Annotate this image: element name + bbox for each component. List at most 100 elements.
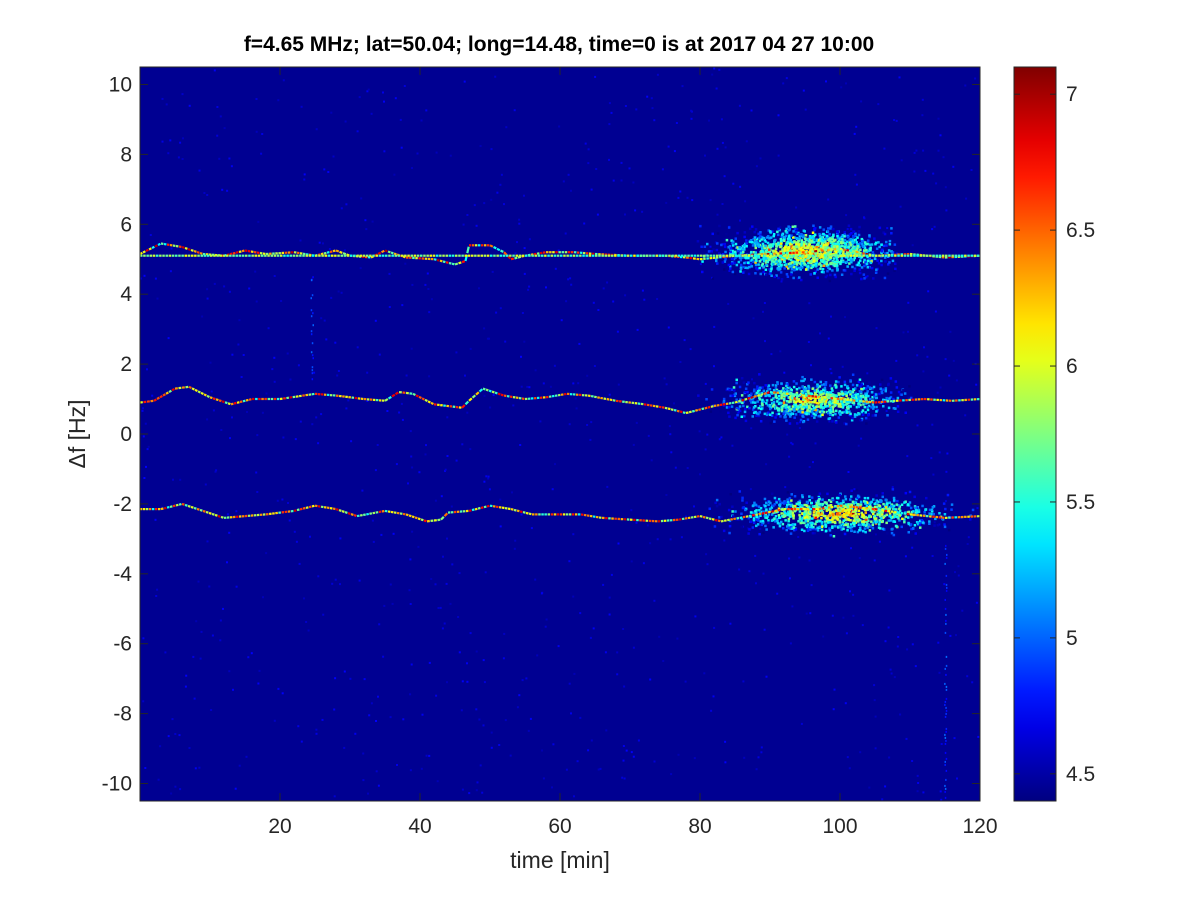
scatter-pixel bbox=[833, 525, 837, 528]
noise-pixel bbox=[693, 757, 696, 760]
streak-pixel bbox=[310, 315, 313, 318]
noise-pixel bbox=[922, 370, 925, 373]
scatter-pixel bbox=[798, 517, 802, 521]
noise-pixel bbox=[971, 681, 974, 684]
scatter-pixel bbox=[775, 260, 779, 263]
scatter-pixel bbox=[893, 515, 896, 518]
scatter-pixel bbox=[785, 419, 788, 422]
scatter-pixel bbox=[771, 249, 775, 253]
noise-pixel bbox=[573, 672, 576, 675]
scatter-pixel bbox=[758, 239, 762, 243]
scatter-pixel bbox=[835, 397, 838, 401]
scatter-pixel bbox=[764, 394, 767, 398]
scatter-pixel bbox=[884, 252, 887, 255]
noise-pixel bbox=[411, 466, 414, 469]
scatter-pixel bbox=[754, 410, 757, 414]
noise-pixel bbox=[481, 791, 484, 794]
scatter-pixel bbox=[898, 505, 902, 508]
scatter-pixel bbox=[808, 499, 811, 502]
scatter-pixel bbox=[881, 527, 885, 531]
noise-pixel bbox=[403, 85, 406, 87]
noise-pixel bbox=[597, 309, 600, 311]
trace-segment bbox=[846, 248, 850, 252]
scatter-pixel bbox=[753, 501, 756, 505]
noise-pixel bbox=[713, 67, 716, 70]
scatter-pixel bbox=[853, 500, 856, 504]
noise-pixel bbox=[606, 485, 609, 488]
noise-pixel bbox=[945, 470, 948, 473]
scatter-pixel bbox=[820, 390, 823, 394]
noise-pixel bbox=[809, 612, 812, 615]
noise-pixel bbox=[539, 420, 542, 423]
scatter-pixel bbox=[892, 496, 896, 500]
scatter-pixel bbox=[776, 509, 779, 512]
scatter-pixel bbox=[783, 397, 786, 401]
scatter-pixel bbox=[865, 262, 869, 266]
streak-pixel bbox=[945, 709, 948, 712]
noise-pixel bbox=[339, 583, 341, 586]
scatter-pixel bbox=[868, 381, 871, 384]
scatter-pixel bbox=[864, 397, 868, 400]
scatter-pixel bbox=[728, 415, 731, 418]
scatter-pixel bbox=[766, 246, 769, 250]
scatter-pixel bbox=[793, 523, 797, 526]
scatter-pixel bbox=[770, 266, 773, 269]
noise-pixel bbox=[932, 172, 935, 175]
scatter-pixel bbox=[890, 504, 893, 508]
noise-pixel bbox=[161, 140, 164, 143]
noise-pixel bbox=[679, 190, 682, 193]
scatter-pixel bbox=[849, 514, 852, 517]
trace-segment bbox=[232, 251, 236, 255]
scatter-pixel bbox=[816, 529, 820, 532]
scatter-pixel bbox=[741, 246, 744, 250]
scatter-pixel bbox=[835, 254, 838, 257]
noise-pixel bbox=[886, 227, 889, 230]
scatter-pixel bbox=[834, 380, 838, 383]
noise-pixel bbox=[931, 423, 934, 426]
noise-pixel bbox=[720, 118, 723, 121]
scatter-pixel bbox=[738, 490, 741, 493]
scatter-pixel bbox=[778, 228, 781, 232]
scatter-pixel bbox=[766, 260, 769, 264]
scatter-pixel bbox=[764, 504, 767, 508]
scatter-pixel bbox=[827, 401, 831, 404]
scatter-pixel bbox=[930, 512, 934, 516]
scatter-pixel bbox=[910, 527, 913, 531]
scatter-pixel bbox=[723, 268, 726, 271]
scatter-pixel bbox=[780, 408, 784, 412]
scatter-pixel bbox=[792, 264, 795, 267]
scatter-pixel bbox=[790, 234, 793, 237]
scatter-pixel bbox=[849, 227, 853, 231]
scatter-pixel bbox=[856, 246, 859, 249]
scatter-pixel bbox=[866, 406, 869, 409]
scatter-pixel bbox=[892, 520, 895, 523]
noise-pixel bbox=[360, 197, 363, 200]
scatter-pixel bbox=[780, 233, 784, 237]
scatter-pixel bbox=[836, 255, 840, 259]
scatter-pixel bbox=[801, 414, 804, 418]
scatter-pixel bbox=[782, 249, 786, 252]
scatter-pixel bbox=[753, 512, 757, 516]
scatter-pixel bbox=[723, 260, 727, 263]
scatter-pixel bbox=[783, 395, 786, 398]
scatter-pixel bbox=[727, 226, 731, 229]
scatter-pixel bbox=[789, 501, 792, 504]
scatter-pixel bbox=[701, 260, 704, 263]
scatter-pixel bbox=[845, 411, 848, 414]
scatter-pixel bbox=[798, 237, 802, 240]
trace-segment bbox=[858, 251, 862, 255]
trace-segment bbox=[458, 261, 462, 265]
streak-pixel bbox=[944, 760, 946, 763]
scatter-pixel bbox=[847, 258, 850, 261]
noise-pixel bbox=[221, 188, 224, 191]
noise-pixel bbox=[551, 786, 553, 789]
scatter-pixel bbox=[852, 394, 855, 398]
noise-pixel bbox=[345, 407, 348, 410]
noise-pixel bbox=[154, 518, 157, 521]
scatter-pixel bbox=[830, 387, 834, 390]
scatter-pixel bbox=[880, 511, 884, 514]
scatter-pixel bbox=[786, 491, 790, 494]
scatter-pixel bbox=[790, 408, 794, 411]
noise-pixel bbox=[690, 109, 693, 112]
scatter-pixel bbox=[811, 231, 815, 234]
